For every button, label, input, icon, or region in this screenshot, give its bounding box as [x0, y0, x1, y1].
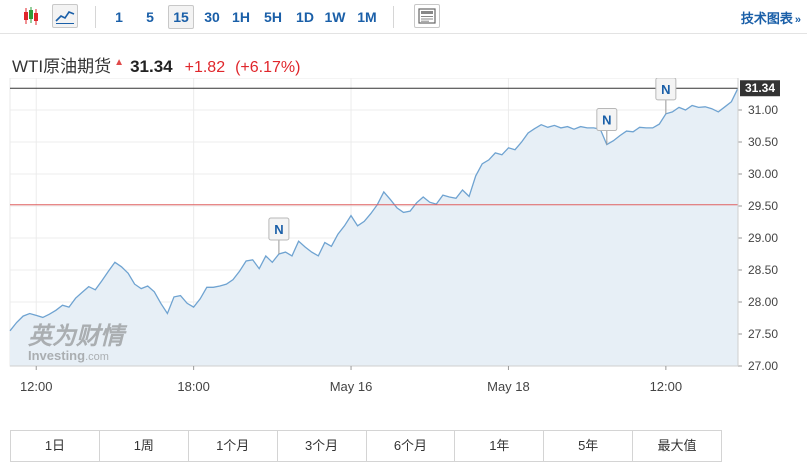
news-marker-box — [268, 217, 290, 241]
interval-15[interactable]: 15 — [168, 5, 194, 29]
quote-header: WTI原油期货 ▲ 31.34 +1.82 (+6.17%) — [12, 52, 301, 76]
news-panel-icon[interactable] — [414, 4, 440, 28]
news-marker-box — [655, 78, 677, 101]
y-tick-label: 31.00 — [748, 103, 778, 117]
y-tick-label: 28.00 — [748, 295, 778, 309]
x-axis: 12:00 18:00 May 16 May 18 12:00 — [10, 365, 738, 394]
price-change: +1.82 — [184, 59, 226, 76]
technical-chart-link[interactable]: 技术图表» — [741, 8, 801, 27]
technical-chart-label: 技术图表 — [740, 11, 793, 26]
range-button-6[interactable]: 5年 — [544, 431, 634, 461]
investing-watermark: 英为财情 Investing.com — [28, 322, 128, 363]
range-button-4[interactable]: 6个月 — [367, 431, 456, 461]
watermark-brand-domain: .com — [85, 351, 109, 363]
news-marker[interactable]: N — [596, 108, 618, 145]
svg-text:Investing.com: Investing.com — [28, 348, 109, 363]
y-tick-label: 30.50 — [748, 135, 778, 149]
x-tick-label: 12:00 — [20, 379, 53, 394]
instrument-name: WTI原油期货 — [12, 57, 112, 76]
news-marker-label: N — [661, 82, 670, 97]
price-line — [9, 87, 739, 332]
range-button-3[interactable]: 3个月 — [278, 431, 367, 461]
range-button-2[interactable]: 1个月 — [189, 431, 278, 461]
news-marker[interactable]: N — [268, 217, 290, 254]
y-tick-label: 27.00 — [748, 359, 778, 373]
last-price-label-group: 31.34 — [740, 80, 780, 97]
range-button-7[interactable]: 最大值 — [657, 438, 697, 453]
news-markers: N N N — [268, 78, 677, 254]
y-tick-label: 27.50 — [748, 327, 778, 341]
double-chevron-right-icon: » — [794, 14, 801, 26]
toolbar-divider — [393, 6, 394, 28]
last-price-badge-text: 31.34 — [745, 81, 775, 95]
x-tick-label: 12:00 — [650, 379, 683, 394]
x-tick-label: 18:00 — [177, 379, 210, 394]
news-marker-box — [596, 108, 618, 132]
price-change-percent: (+6.17%) — [235, 59, 301, 76]
chart-toolbar: 1 5 15 30 1H 5H 1D 1W 1M 技术图表» — [0, 0, 807, 34]
interval-1m[interactable]: 1M — [357, 9, 377, 25]
news-marker-label: N — [602, 113, 611, 128]
x-tick-label: May 16 — [330, 379, 373, 394]
x-tick-label: May 18 — [487, 379, 530, 394]
news-marker[interactable]: N — [655, 78, 677, 114]
watermark-brand-cn: 英为财情 — [28, 322, 128, 350]
range-button-1[interactable]: 1周 — [100, 431, 189, 461]
watermark-brand-en: Investing — [28, 348, 85, 363]
interval-5[interactable]: 5 — [146, 9, 154, 25]
reference-line-group — [10, 87, 738, 206]
price-area-fill — [10, 88, 738, 366]
up-arrow-icon: ▲ — [114, 57, 125, 68]
price-chart[interactable]: 英为财情 Investing.com N N N 27.00 27.50 28.00 28… — [0, 78, 807, 400]
candlestick-icon[interactable] — [18, 4, 44, 28]
y-axis: 27.00 27.50 28.00 28.50 29.00 29.50 30.00 30.50… — [737, 78, 778, 373]
last-price: 31.34 — [130, 57, 173, 76]
news-marker-label: N — [274, 222, 283, 237]
y-tick-label: 29.00 — [748, 231, 778, 245]
interval-1h[interactable]: 1H — [232, 9, 250, 25]
y-tick-label: 30.00 — [748, 167, 778, 181]
toolbar-divider — [95, 6, 96, 28]
range-button-5[interactable]: 1年 — [455, 431, 545, 461]
y-tick-label: 28.50 — [748, 263, 778, 277]
line-chart-icon[interactable] — [52, 4, 78, 28]
range-button-0[interactable]: 1日 — [11, 431, 100, 461]
interval-1[interactable]: 1 — [115, 9, 123, 25]
interval-1w[interactable]: 1W — [324, 9, 346, 25]
last-price-badge — [740, 80, 780, 97]
interval-30[interactable]: 30 — [204, 9, 220, 25]
interval-5h[interactable]: 5H — [264, 9, 282, 25]
range-selector: 1日 1周 1个月 3个月 6个月 1年 5年 最大值 — [10, 430, 722, 462]
interval-1d[interactable]: 1D — [296, 9, 314, 25]
y-tick-label: 29.50 — [748, 199, 778, 213]
